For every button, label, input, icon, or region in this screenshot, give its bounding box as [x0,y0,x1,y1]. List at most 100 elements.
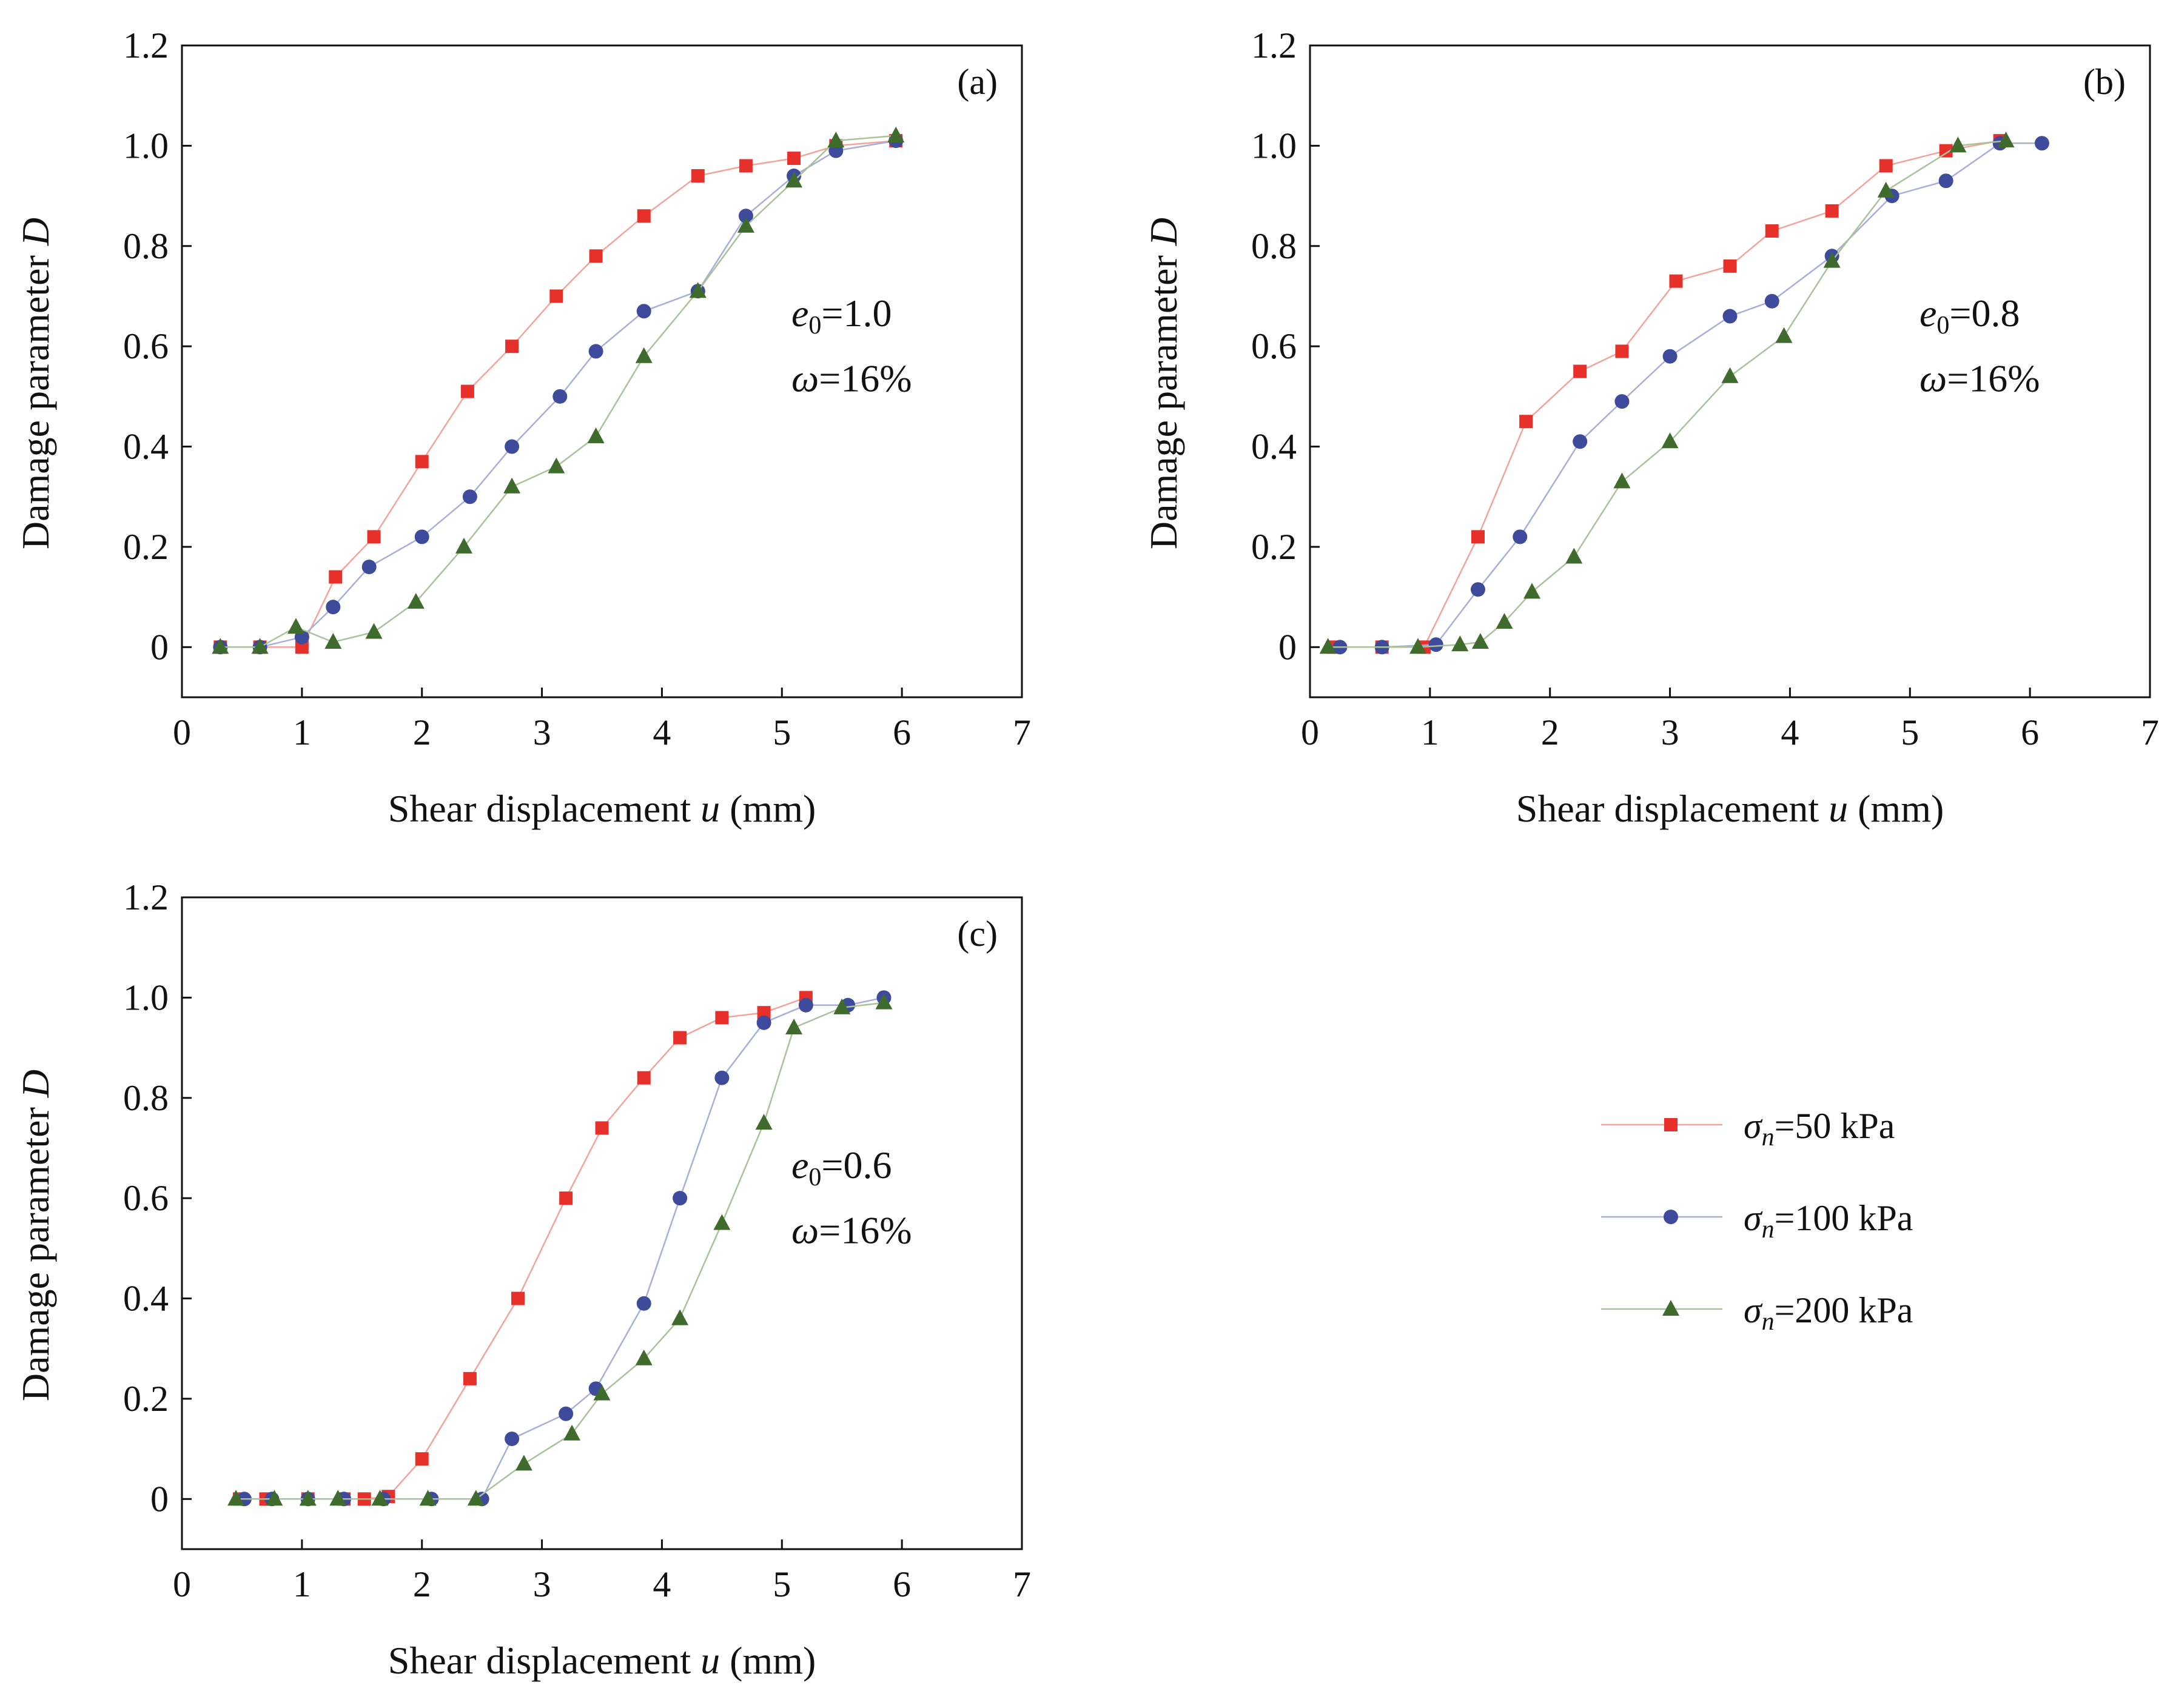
data-point [505,439,520,454]
x-tick-label: 1 [1421,712,1439,752]
data-point [1519,415,1533,429]
data-point [361,560,377,574]
x-tick-label: 4 [653,1564,671,1604]
series-3 [212,126,905,654]
y-tick-label: 1.2 [123,877,169,917]
data-point [1513,529,1528,544]
y-tick-label: 0.2 [1251,527,1297,567]
legend-marker [1664,1118,1678,1131]
data-point [462,489,477,504]
legend-value: =50 kPa [1775,1106,1895,1146]
y-tick-label: 0.2 [123,1379,169,1419]
x-tick-label: 7 [1013,1564,1031,1604]
y-axis-title-var: D [1142,218,1185,246]
data-point [371,1490,389,1506]
data-point [1614,394,1630,409]
x-tick-label: 2 [1541,712,1559,752]
legend: σn=50 kPa σn=100 kPa σn=200 kPa [1601,1106,1913,1336]
data-point [636,304,651,319]
x-tick-label: 1 [293,712,311,752]
y-tick-label: 1.0 [123,977,169,1017]
legend-value: =200 kPa [1775,1290,1913,1330]
plot-frame [1309,44,2151,698]
data-point [266,1490,283,1506]
annotation-e-subscript: 0 [808,1164,821,1191]
data-point [559,1406,574,1421]
x-axis-title-unit: (mm) [1848,787,1944,830]
panel-a: 0 1 2 3 4 5 6 7 0 0.2 0.4 0.6 0.8 1.0 1.2 Shear displac… [14,25,1031,830]
data-point [467,1490,485,1506]
annotation-e-symbol: e [791,292,808,335]
data-point [324,633,342,649]
data-point [1722,309,1738,324]
annotation-e-subscript: 0 [808,312,821,340]
data-point [1765,224,1779,238]
data-point [887,126,905,142]
annotation-w-symbol: ω [791,1209,819,1252]
y-tick-label: 0.6 [1251,326,1297,366]
annotation-e-value: =0.8 [1949,292,2020,335]
x-tick-label: 0 [173,1564,191,1604]
data-point [1669,274,1683,288]
annotation-e-symbol: e [1919,292,1936,335]
x-tick-label: 6 [2021,712,2039,752]
annotation-w-value: =16% [819,1209,912,1252]
x-tick-label: 6 [893,1564,911,1604]
legend-label: σn=50 kPa [1744,1106,1895,1151]
x-tick-label: 0 [173,712,191,752]
data-point [414,529,429,544]
x-tick-label: 3 [1661,712,1679,752]
y-axis-title-text: Damage parameter [1142,246,1185,549]
data-point [1428,637,1443,652]
plot-frame [181,896,1023,1550]
x-axis-title-unit: (mm) [720,1639,816,1682]
x-tick-label: 2 [413,1564,431,1604]
y-tick-label: 0.6 [123,326,169,366]
data-point [785,172,803,188]
data-point [251,638,269,654]
data-point [635,347,653,363]
data-point [755,1114,773,1130]
legend-item-2: σn=100 kPa [1601,1198,1913,1244]
annotation-water-content: ω=16% [791,1209,912,1252]
legend-marker [1662,1300,1679,1316]
data-point [737,216,754,233]
data-point [1879,159,1893,173]
y-tick-label: 0 [150,627,169,667]
data-point [798,997,813,1013]
data-point [2034,136,2049,151]
data-point [1939,144,1953,158]
annotation-e-value: =1.0 [821,292,892,335]
y-tick-label: 0.4 [123,1279,169,1319]
panel-c: 0 1 2 3 4 5 6 7 0 0.2 0.4 0.6 0.8 1.0 1.2 Shear displac… [14,877,1031,1682]
y-tick-label: 1.2 [123,25,169,65]
data-point [329,570,343,584]
x-tick-label: 1 [293,1564,311,1604]
data-point [637,1071,651,1085]
x-tick-label: 4 [1781,712,1799,752]
x-axis-title: Shear displacement u (mm) [388,1639,816,1682]
data-point [1764,293,1779,309]
y-axis-title-text: Damage parameter [14,1097,57,1401]
x-tick-label: 7 [2141,712,2159,752]
legend-item-3: σn=200 kPa [1601,1290,1913,1336]
data-point [636,1296,651,1311]
panel-label: (b) [2083,62,2126,102]
data-point [875,993,893,1010]
series-line [1328,139,2006,648]
data-point [299,1490,317,1506]
data-point [212,638,229,654]
y-tick-label: 1.0 [1251,126,1297,166]
data-point [559,1191,573,1205]
data-point [503,477,521,494]
data-point [1409,638,1427,654]
data-point [329,1490,347,1506]
data-point [587,427,605,443]
series-1 [1327,134,2007,654]
annotation-w-symbol: ω [1919,357,1947,400]
x-axis-title-var: u [1829,787,1848,830]
legend-subscript: n [1762,1216,1775,1244]
data-point [1523,583,1541,599]
data-point [787,152,801,166]
data-point [463,1371,477,1385]
